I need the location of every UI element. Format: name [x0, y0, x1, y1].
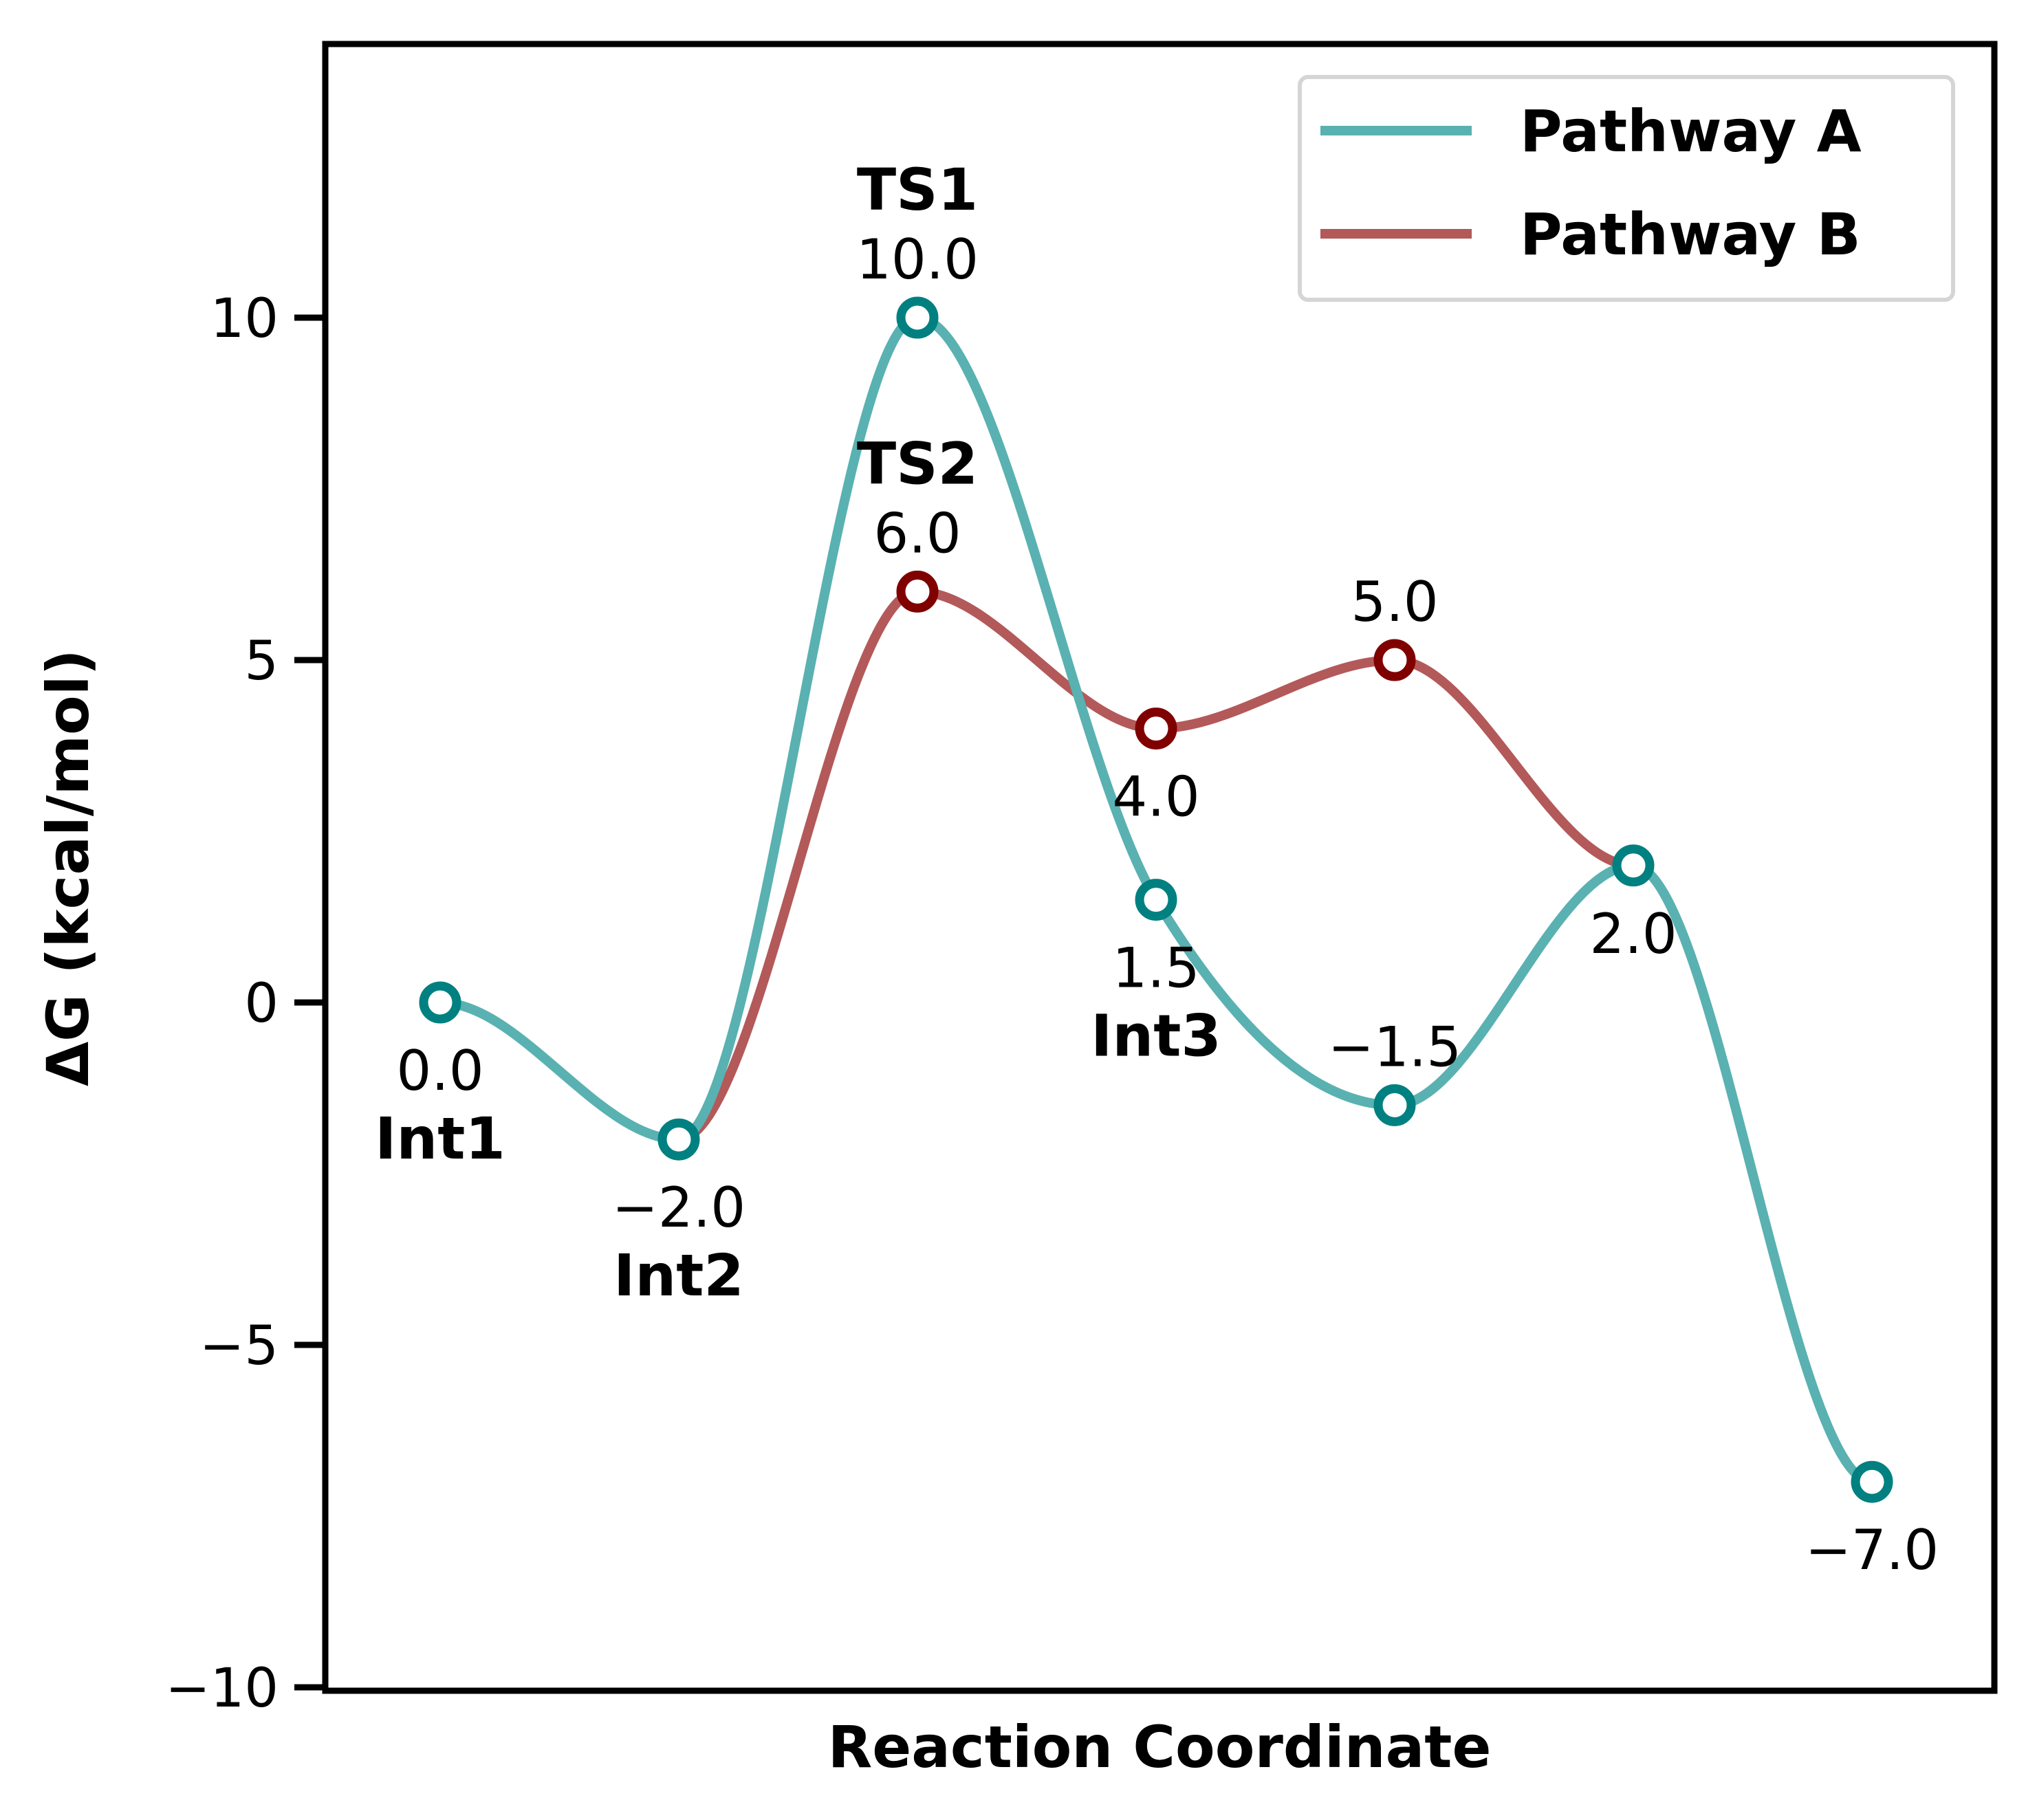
- value-label: 0.0: [396, 1039, 483, 1103]
- y-tick-label: −5: [199, 1315, 279, 1377]
- series-line-pathway-a: [435, 312, 1877, 1487]
- data-point-a-2: [896, 296, 939, 339]
- data-point-a-1: [657, 1118, 700, 1161]
- data-point-a-5: [1612, 844, 1655, 887]
- value-label: 6.0: [873, 501, 961, 565]
- y-axis-title: ΔG (kcal/mol): [34, 649, 102, 1086]
- y-axis: −10 −5 0 5 10: [165, 288, 325, 1720]
- value-label: 10.0: [856, 228, 979, 292]
- value-label: 4.0: [1112, 765, 1199, 829]
- y-tick-label: 10: [210, 288, 279, 350]
- data-point-b-1: [896, 570, 939, 613]
- legend-label-pathway-a: Pathway A: [1520, 98, 1862, 165]
- x-axis-title: Reaction Coordinate: [828, 1713, 1492, 1781]
- value-label: −2.0: [612, 1176, 745, 1240]
- state-label-int2: Int2: [613, 1242, 744, 1309]
- value-label: −7.0: [1805, 1518, 1939, 1582]
- state-label-ts2: TS2: [857, 430, 978, 497]
- data-markers: [419, 296, 1893, 1503]
- legend-label-pathway-b: Pathway B: [1520, 201, 1861, 268]
- data-point-b-2: [1135, 708, 1177, 750]
- point-labels: 0.0 −2.0 10.0 1.5 −1.5 2.0 −7.0 6.0 4.0 5.0 Int1 In…: [375, 156, 1939, 1582]
- legend: Pathway A Pathway B: [1298, 75, 1955, 302]
- y-tick-label: 0: [244, 973, 279, 1035]
- value-label: −1.5: [1328, 1015, 1461, 1079]
- state-label-int3: Int3: [1091, 1002, 1221, 1070]
- state-label-ts1: TS1: [857, 156, 978, 223]
- pathway-curves: [435, 312, 1877, 1487]
- data-point-a-0: [419, 981, 461, 1024]
- value-label: 5.0: [1351, 570, 1438, 634]
- data-point-a-6: [1851, 1460, 1893, 1503]
- data-point-a-4: [1373, 1084, 1416, 1126]
- y-tick-label: −10: [165, 1658, 279, 1720]
- data-point-a-3: [1135, 879, 1177, 921]
- data-point-b-3: [1373, 639, 1416, 681]
- y-tick-label: 5: [244, 631, 279, 692]
- state-label-int1: Int1: [375, 1105, 505, 1172]
- plot-frame: [322, 41, 1998, 1694]
- value-label: 2.0: [1589, 902, 1677, 966]
- series-line-pathway-b: [674, 586, 1638, 1145]
- value-label: 1.5: [1112, 936, 1199, 1000]
